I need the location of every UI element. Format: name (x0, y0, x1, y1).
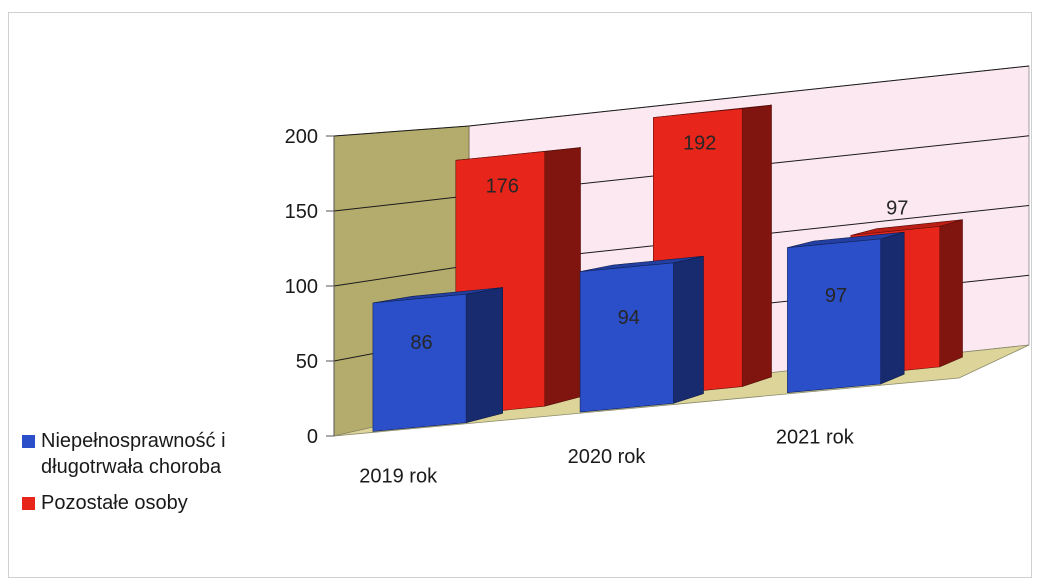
bar-side-2-2 (741, 104, 772, 388)
bar-front-1-1 (372, 293, 467, 432)
y-tick-label-0: 0 (307, 426, 318, 448)
legend-swatch-series-1 (22, 435, 35, 448)
legend-label-series-2: Pozostałe osoby (41, 492, 188, 514)
bar-chart-3d: 0 50 100 150 200 2019 rok 2020 rok 2021 rok 17… (285, 65, 1030, 488)
bar-side-1-3 (880, 231, 905, 385)
bar-side-1-2 (673, 255, 704, 404)
y-tick-label-150: 150 (285, 201, 318, 223)
bars (372, 104, 963, 432)
bar-side-1-1 (465, 287, 504, 424)
data-label-2-2: 192 (683, 133, 716, 155)
bar-side-2-3 (939, 219, 963, 368)
bar-front-1-2 (579, 262, 674, 413)
y-tick-label-100: 100 (285, 276, 318, 298)
data-label-1-2: 94 (618, 307, 640, 329)
data-label-2-3: 97 (886, 198, 908, 220)
bar-side-2-1 (544, 147, 581, 407)
gridline-200 (333, 65, 1030, 137)
y-tick-label-50: 50 (296, 351, 318, 373)
legend-label-series-1: Niepełnosprawność i długotrwała choroba (41, 430, 226, 478)
y-tick-label-200: 200 (285, 126, 318, 148)
data-label-1-3: 97 (825, 285, 847, 307)
bar-1-2 (579, 255, 704, 413)
x-axis: 2019 rok 2020 rok 2021 rok (359, 427, 854, 488)
bar-1-1 (372, 287, 504, 432)
bar-front-1-3 (787, 238, 881, 394)
data-labels: 176 192 97 86 94 97 (410, 133, 908, 355)
legend-swatch-series-2 (22, 497, 35, 510)
x-tick-label-1: 2019 rok (359, 465, 438, 487)
x-tick-label-3: 2021 rok (776, 427, 855, 449)
y-axis: 0 50 100 150 200 (285, 126, 335, 448)
data-label-2-1: 176 (486, 175, 519, 197)
bar-1-3 (787, 231, 905, 394)
chart-frame: 0 50 100 150 200 2019 rok 2020 rok 2021 rok 17… (8, 12, 1032, 578)
legend-item-series-2: Pozostałe osoby (22, 490, 282, 516)
x-tick-label-2: 2020 rok (568, 446, 647, 468)
legend: Niepełnosprawność i długotrwała choroba … (22, 428, 282, 526)
legend-item-series-1: Niepełnosprawność i długotrwała choroba (22, 428, 282, 480)
data-label-1-1: 86 (410, 332, 432, 354)
